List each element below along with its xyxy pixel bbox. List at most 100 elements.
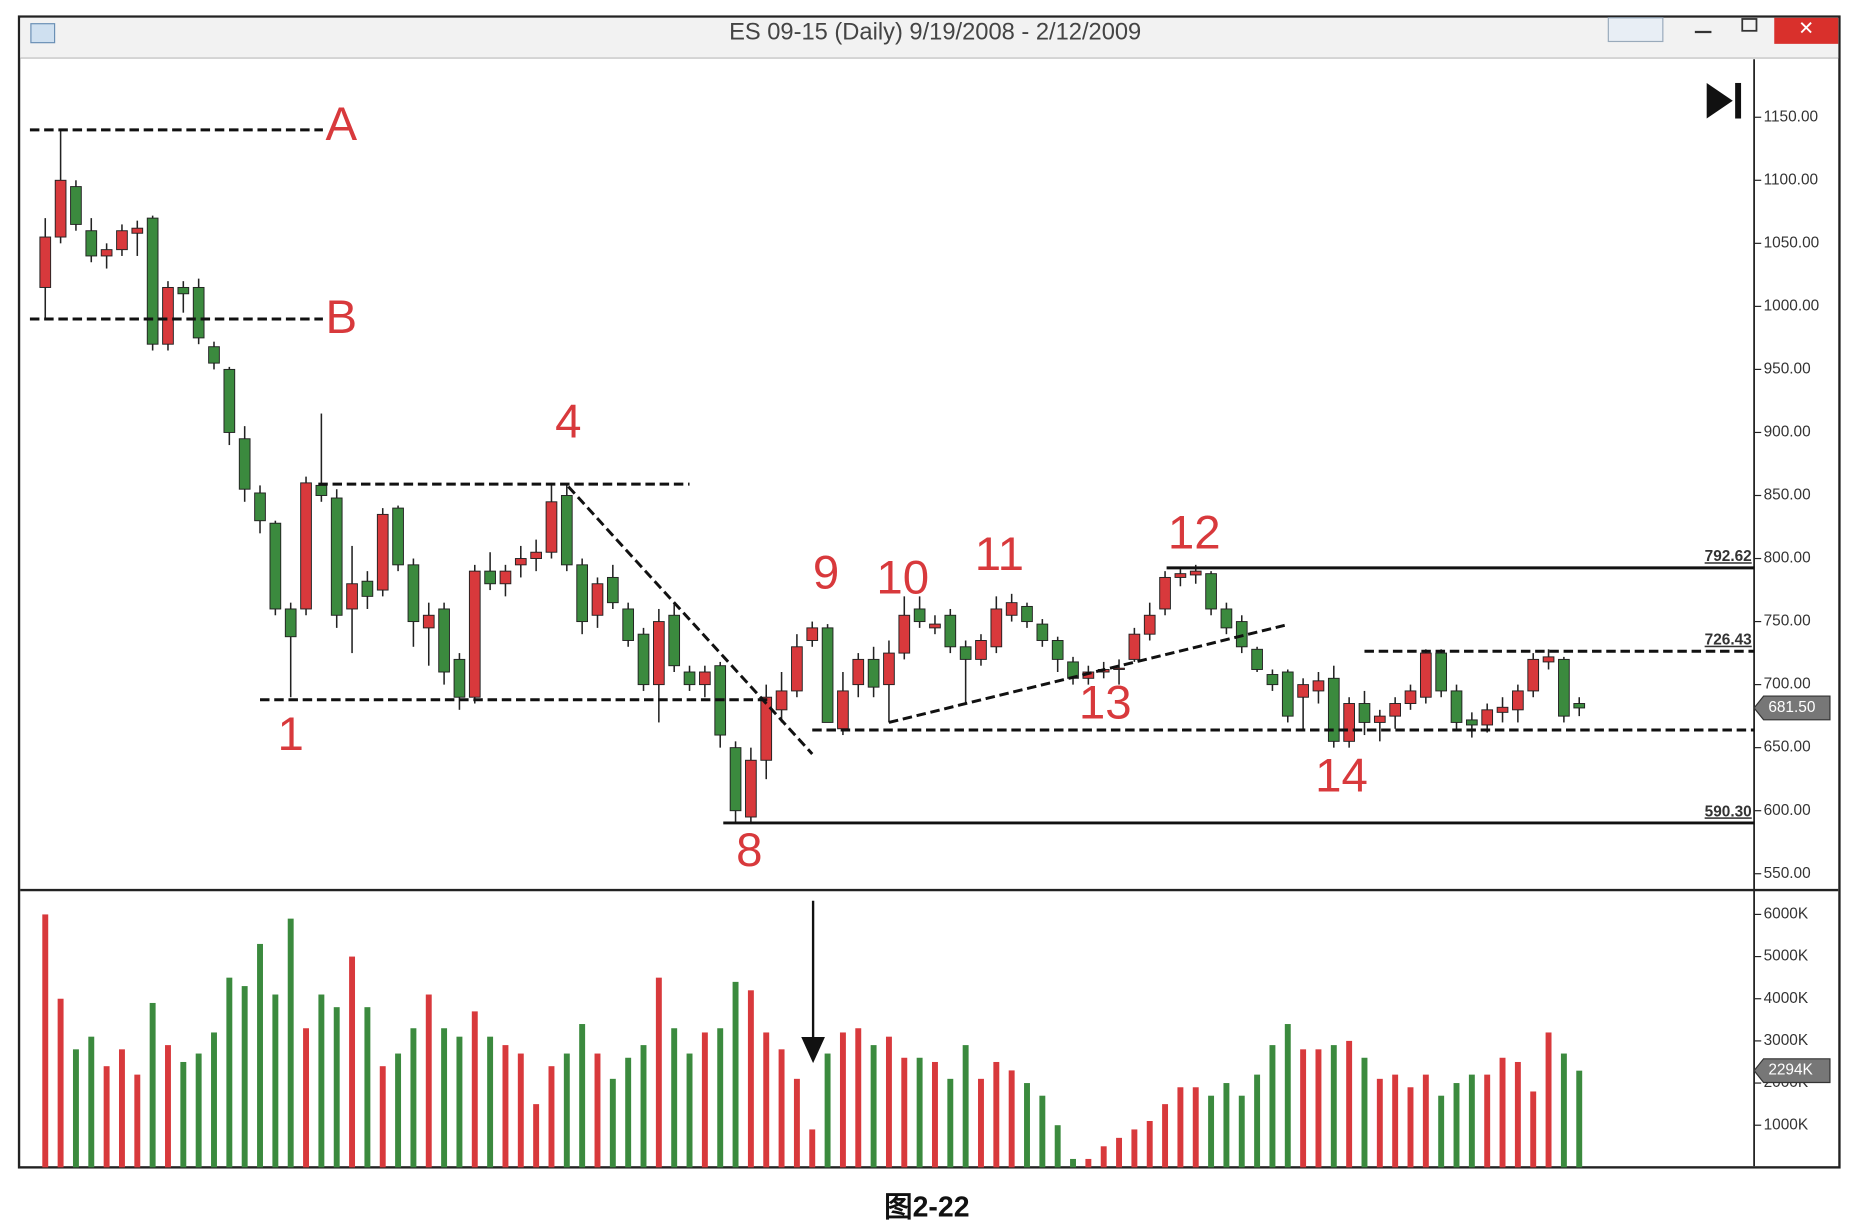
last-value-label: 681.50 — [1768, 699, 1815, 716]
candle-body — [637, 633, 650, 686]
volume-bar — [962, 1045, 969, 1168]
volume-bar — [287, 918, 294, 1168]
window-title: ES 09-15 (Daily) 9/19/2008 - 2/12/2009 — [729, 19, 1141, 45]
volume-bar — [364, 1007, 371, 1168]
candle-body — [959, 646, 972, 660]
volume-bar — [42, 914, 49, 1168]
volume-bar — [1346, 1040, 1353, 1168]
volume-bar — [379, 1066, 386, 1168]
volume-bar — [103, 1066, 110, 1168]
candle-body — [1021, 605, 1033, 623]
volume-bar — [1116, 1137, 1123, 1168]
volume-bar — [1514, 1061, 1521, 1168]
candle-body — [346, 583, 358, 610]
candle-body — [898, 614, 911, 654]
candle-body — [1005, 602, 1018, 616]
volume-bar — [425, 994, 432, 1168]
volume-bar — [1269, 1045, 1276, 1168]
volume-bar — [241, 986, 248, 1168]
app-icon[interactable] — [30, 23, 56, 44]
scroll-end-icon[interactable] — [1706, 82, 1733, 119]
annotation: A — [326, 98, 358, 151]
candle-body — [1404, 690, 1417, 704]
link-button[interactable] — [1607, 17, 1664, 43]
volume-bar — [978, 1078, 984, 1168]
volume-bar — [1177, 1087, 1184, 1168]
volume-bar — [809, 1129, 816, 1168]
volume-bar — [732, 981, 739, 1168]
volume-bar — [1330, 1045, 1337, 1168]
candle-body — [867, 658, 880, 688]
y-tick-label: 1000.00 — [1764, 297, 1820, 314]
candle-body — [208, 346, 220, 364]
volume-bar — [533, 1104, 540, 1168]
close-icon: ✕ — [1798, 19, 1814, 40]
candle-body — [514, 558, 527, 566]
candle-body — [852, 658, 865, 686]
volume-bar — [563, 1053, 570, 1168]
candle-body — [162, 286, 174, 345]
volume-bar — [1422, 1074, 1429, 1168]
candle-body — [1358, 703, 1371, 723]
volume-bar — [1131, 1129, 1138, 1168]
candle-body — [683, 671, 696, 686]
candle-body — [653, 621, 665, 686]
volume-bar — [548, 1066, 555, 1168]
candle-body — [1159, 576, 1171, 610]
volume-bar — [594, 1053, 601, 1168]
maximize-button[interactable] — [1741, 18, 1758, 32]
annotation: 9 — [813, 547, 839, 600]
volume-bar — [272, 994, 279, 1168]
volume-bar — [579, 1024, 586, 1168]
volume-bar — [1315, 1049, 1322, 1168]
candle-body — [100, 249, 113, 257]
candle-body — [361, 580, 374, 597]
candle-body — [85, 230, 98, 257]
annotation: 8 — [736, 824, 762, 877]
volume-bar — [118, 1049, 125, 1168]
volume-bar — [1453, 1083, 1460, 1168]
y-tick-label: 750.00 — [1764, 613, 1811, 630]
candle-body — [39, 236, 52, 288]
y-tick-label: 950.00 — [1764, 360, 1811, 377]
candle-body — [1466, 719, 1478, 726]
candle-body — [54, 179, 67, 238]
volume-bar — [1238, 1095, 1245, 1168]
volume-bar — [1284, 1024, 1291, 1168]
candle-body — [806, 627, 819, 641]
volume-bar — [1100, 1146, 1107, 1168]
y-tick-label: 800.00 — [1764, 550, 1811, 567]
candle-body — [1189, 570, 1202, 576]
volume-bar — [1438, 1095, 1445, 1168]
volume-bar — [395, 1053, 402, 1168]
close-button[interactable] — [1774, 17, 1839, 44]
volume-bar — [1208, 1095, 1215, 1168]
annotation: 11 — [975, 528, 1024, 581]
candle-body — [131, 227, 144, 234]
y-tick-label: 600.00 — [1764, 802, 1811, 819]
candle-body — [269, 522, 282, 610]
price-level-label: 590.30 — [1705, 803, 1752, 820]
volume-bar — [625, 1057, 632, 1168]
volume-bar — [1576, 1070, 1583, 1168]
volume-bar — [1499, 1057, 1506, 1168]
volume-bar — [1162, 1104, 1169, 1168]
annotation: 10 — [876, 552, 929, 605]
volume-bar — [839, 1032, 846, 1168]
candle-body — [1128, 633, 1141, 660]
candle-body — [1051, 640, 1064, 660]
candle-body — [238, 438, 251, 490]
volume-bar — [1192, 1087, 1199, 1168]
candle-body — [1419, 652, 1432, 698]
candle-body — [146, 217, 159, 345]
volume-bar — [717, 1028, 724, 1168]
candle-body — [1143, 614, 1156, 635]
volume-bar — [824, 1053, 831, 1168]
candle-body — [1496, 706, 1509, 713]
candle-body — [668, 614, 681, 667]
candle-body — [530, 551, 542, 560]
volume-bar — [747, 990, 754, 1168]
candle-body — [1373, 715, 1386, 723]
